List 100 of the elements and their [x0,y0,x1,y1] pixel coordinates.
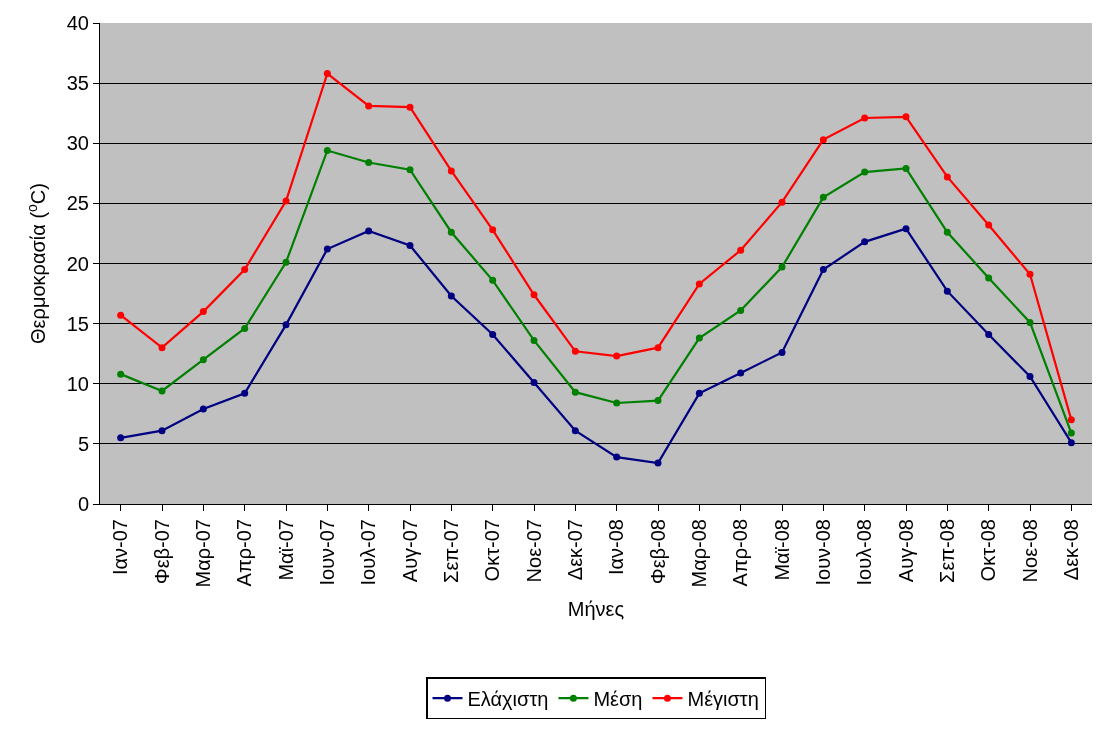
x-tick-label: Νοε-08 [1018,519,1041,583]
point [117,311,125,319]
point [1067,416,1075,424]
point [737,246,745,254]
point [447,292,455,300]
point [406,103,414,111]
point [199,405,207,413]
point [282,321,290,329]
point [819,266,827,274]
point [158,387,166,395]
x-tick-label: Δεκ-07 [563,519,586,581]
point [199,356,207,364]
x-tick-label: Μαρ-07 [191,519,214,588]
point [737,306,745,314]
point [571,347,579,355]
point [323,146,331,154]
y-tick-label: 10 [66,372,89,395]
point [489,330,497,338]
point [985,221,993,229]
point [819,193,827,201]
x-tick-label: Σεπ-08 [935,519,958,583]
point [654,397,662,405]
point [158,427,166,435]
point [654,459,662,467]
y-tick-label: 5 [77,432,89,455]
x-tick-label: Φεβ-08 [646,519,669,585]
x-tick-label: Ιαν-07 [109,519,132,576]
point [365,102,373,110]
legend-label: Ελάχιστη [467,687,549,710]
point [861,168,869,176]
point [571,427,579,435]
y-tick-label: 35 [66,72,89,95]
legend-label: Μέγιστη [687,687,759,710]
point [117,434,125,442]
point [158,344,166,352]
y-tick-label: 40 [66,12,89,34]
point [241,266,249,274]
point [241,324,249,332]
point [902,225,910,233]
x-axis-title: Μήνες [567,598,625,621]
point [902,113,910,121]
point [778,198,786,206]
point [365,158,373,166]
x-tick-label: Αυγ-08 [894,519,917,583]
y-tick-label: 20 [66,252,89,275]
point [695,334,703,342]
point [571,388,579,396]
point [365,227,373,235]
point [943,228,951,236]
point [1026,270,1034,278]
x-tick-label: Ιουλ-07 [357,519,380,586]
point [1026,318,1034,326]
x-tick-label: Οκτ-08 [977,519,1000,582]
point [199,308,207,316]
point [489,226,497,234]
x-tick-label: Φεβ-07 [150,519,173,585]
point [778,348,786,356]
x-tick-label: Ιουν-08 [811,519,834,586]
x-tick-label: Ιουν-07 [315,519,338,586]
x-tick-label: Αυγ-07 [398,519,421,583]
point [943,173,951,181]
legend-label: Μέση [593,687,643,710]
point [447,167,455,175]
y-tick-label: 0 [77,493,89,515]
point [117,370,125,378]
x-tick-label: Μαρ-08 [687,519,710,588]
point [613,453,621,461]
point [654,344,662,352]
x-tick-label: Μαϊ-08 [770,519,793,581]
point [530,336,538,344]
point [1067,439,1075,447]
point [406,241,414,249]
y-tick-label: 25 [66,192,89,215]
point [282,197,290,205]
point [323,245,331,253]
point [613,399,621,407]
point [819,136,827,144]
y-tick-label: 30 [66,132,89,155]
point [530,379,538,387]
point [737,369,745,377]
x-tick-label: Ιαν-08 [605,519,628,576]
point [241,389,249,397]
point [985,274,993,282]
point [778,263,786,271]
point [489,276,497,284]
x-tick-label: Νοε-07 [522,519,545,583]
x-tick-label: Δεκ-08 [1059,519,1082,581]
point [613,352,621,360]
point [943,287,951,295]
x-tick-label: Απρ-08 [729,519,752,587]
point [1067,429,1075,437]
point [861,114,869,122]
point [695,389,703,397]
x-tick-label: Μαϊ-07 [274,519,297,581]
point [406,166,414,174]
point [323,70,331,78]
y-tick-label: 15 [66,312,89,335]
point [1026,373,1034,381]
point [902,165,910,172]
point [282,258,290,266]
